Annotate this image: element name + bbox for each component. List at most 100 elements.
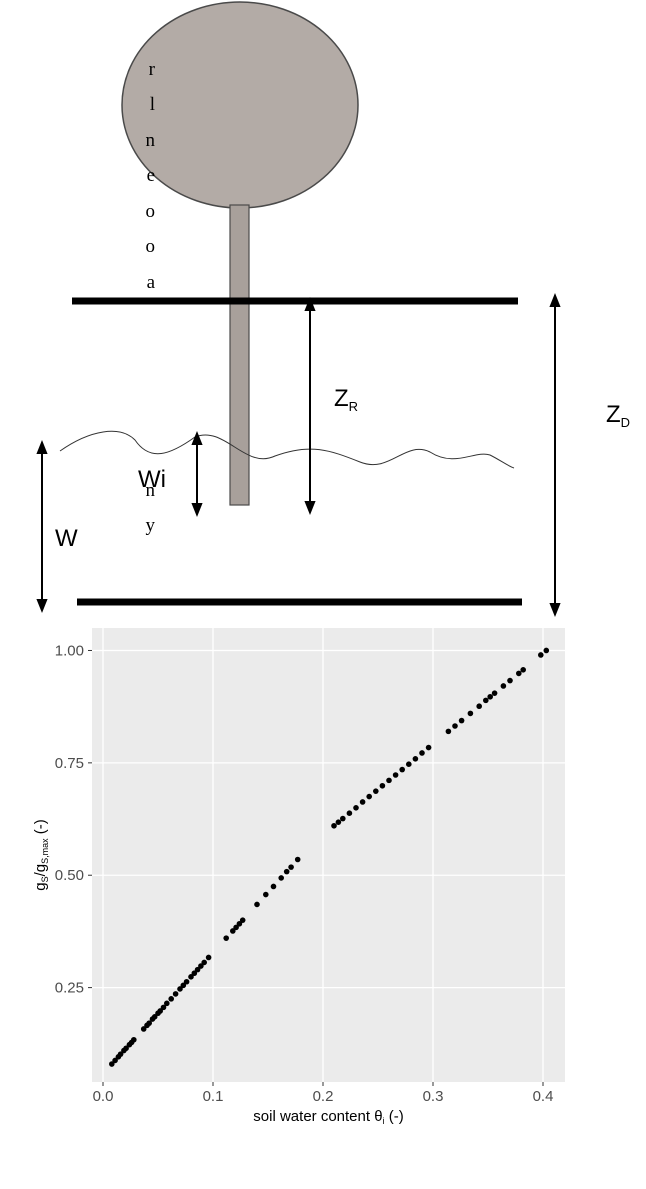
point [157,1008,163,1014]
point [331,822,337,829]
point [487,693,494,700]
tree-trunk [229,204,250,506]
point [123,1045,129,1052]
point [476,703,483,710]
x-tick-label: 0.4 [533,1088,554,1105]
point [359,799,366,805]
plot-panel [92,628,565,1082]
point [112,1057,118,1064]
point [425,744,432,751]
x-tick-label: 0.1 [203,1088,224,1105]
point [366,793,373,800]
point [412,756,419,762]
point [500,683,507,689]
point [172,991,179,997]
point [543,647,550,654]
point [379,782,386,789]
point [239,917,246,923]
point [386,777,392,784]
point [373,788,379,794]
point [283,868,290,875]
point [168,996,174,1002]
point [191,970,198,977]
point [491,690,498,696]
w-label: W [55,525,78,552]
y-tick-label: 0.50 [55,867,84,884]
point [233,924,239,931]
water-line [59,430,515,469]
margin-fragment: n [146,130,156,151]
margin-fragment: n [146,480,156,501]
wi-label: Wi [138,466,166,493]
chart: 0.0 0.1 0.2 0.3 0.4 0.25 0.50 0.75 1.00 soil wate… [32,628,565,1126]
x-axis-title-part: soil water content θ [253,1108,382,1125]
margin-fragment: l [150,94,155,115]
margin-fragment: r [149,59,156,80]
point [445,728,452,735]
point [392,772,399,778]
y-tick-label: 0.75 [55,755,84,772]
point [458,717,465,724]
point [507,677,513,684]
margin-fragment: o [146,201,156,222]
point [188,974,194,980]
point [263,891,269,898]
point [278,875,285,881]
point [452,723,458,729]
zd-label: ZD [606,401,630,430]
point [201,959,207,966]
point [406,761,412,767]
zr-label: ZR [334,385,358,414]
point [180,982,187,989]
point [483,697,489,704]
point [151,1014,158,1020]
point [419,750,425,756]
point [160,1004,167,1011]
point [183,978,190,985]
y-tick-label: 0.25 [55,980,84,997]
tree-crown [121,1,359,209]
y-axis-title-part: S [40,876,50,882]
y-axis-title-part: g [32,882,49,890]
point [198,963,204,969]
point [164,1000,170,1007]
margin-fragment: a [147,272,156,293]
point [294,856,301,863]
point [177,986,183,992]
x-tick-label: 0.2 [313,1088,334,1105]
point [205,954,212,961]
point [353,805,359,811]
x-axis-title: soil water content θi (-) [253,1108,403,1126]
point [230,928,236,934]
point [131,1036,137,1043]
point [335,819,342,825]
point [346,810,353,816]
x-tick-label: 0.0 [93,1088,114,1105]
point [140,1026,147,1032]
y-axis-title: gS/gS,max (-) [32,819,50,891]
x-axis-title-part: i [383,1116,385,1126]
margin-fragment: e [147,165,155,186]
point [270,883,277,890]
margin-fragment: y [146,515,156,536]
y-axis-title-part: (-) [32,819,49,838]
point [538,652,544,658]
point [340,815,346,822]
x-tick-label: 0.3 [423,1088,444,1105]
point [516,670,522,677]
point [146,1020,152,1026]
y-axis-title-part: /g [32,864,49,877]
point [223,935,229,941]
point [109,1061,115,1067]
x-axis-title-part: (-) [385,1108,404,1125]
point [520,667,526,673]
point [254,901,260,908]
point [236,920,243,927]
point [288,864,294,870]
point [194,966,201,973]
y-tick-label: 1.00 [55,642,84,659]
point [467,710,474,717]
point [399,766,406,773]
